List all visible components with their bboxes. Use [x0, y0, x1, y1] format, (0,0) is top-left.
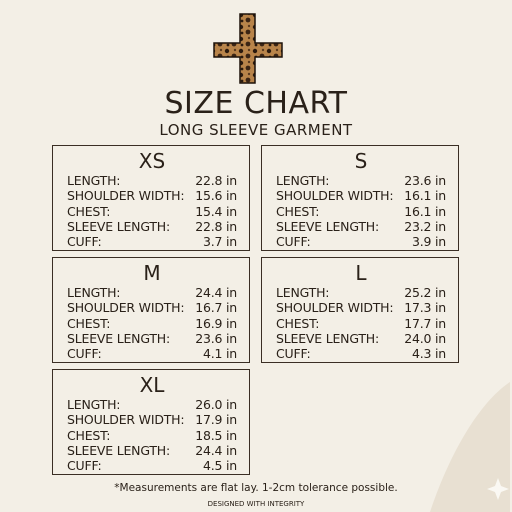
measure-row: CUFF: 3.7 in — [67, 234, 237, 249]
measure-row: LENGTH: 26.0 in — [67, 397, 237, 412]
measure-value: 4.5 in — [202, 458, 237, 474]
measure-value: 16.1 in — [404, 188, 446, 204]
measure-row: CHEST: 15.4 in — [67, 204, 237, 219]
measure-label: CUFF: — [276, 346, 311, 362]
footnote: *Measurements are flat lay. 1-2cm tolera… — [114, 482, 398, 494]
measure-value: 16.1 in — [404, 203, 446, 219]
measure-value: 15.6 in — [195, 188, 237, 204]
measure-value: 4.1 in — [202, 346, 237, 362]
measure-row: SHOULDER WIDTH: 16.7 in — [67, 300, 237, 315]
size-box: XS LENGTH: 22.8 in SHOULDER WIDTH: 15.6 in CH… — [52, 145, 250, 251]
sparkle — [487, 478, 509, 500]
measure-row: SHOULDER WIDTH: 17.9 in — [67, 412, 237, 427]
measure-label: SLEEVE LENGTH: — [67, 330, 171, 346]
measure-label: CHEST: — [67, 427, 111, 443]
measure-row: CUFF: 4.1 in — [67, 346, 237, 361]
measure-label: SLEEVE LENGTH: — [67, 442, 171, 458]
measure-value: 23.2 in — [404, 218, 446, 234]
measure-label: SHOULDER WIDTH: — [276, 188, 394, 204]
size-box: S LENGTH: 23.6 in SHOULDER WIDTH: 16.1 in CHE… — [261, 145, 459, 251]
size-name: XS — [138, 149, 166, 173]
size-name: M — [143, 261, 161, 285]
measure-value: 4.3 in — [411, 346, 446, 362]
measure-row: SLEEVE LENGTH: 22.8 in — [67, 219, 237, 234]
measure-value: 24.0 in — [404, 330, 446, 346]
size-box: XL LENGTH: 26.0 in SHOULDER WIDTH: 17.9 in CH… — [52, 369, 250, 475]
measure-label: SHOULDER WIDTH: — [276, 300, 394, 316]
size-name: L — [355, 261, 367, 285]
measure-row: SLEEVE LENGTH: 23.2 in — [276, 219, 446, 234]
measure-row: SLEEVE LENGTH: 24.0 in — [276, 331, 446, 346]
measure-row: CUFF: 4.5 in — [67, 458, 237, 473]
brand: DESIGNED WITH INTEGRITY — [207, 500, 305, 508]
measure-label: CHEST: — [276, 315, 320, 331]
measure-value: 17.7 in — [404, 315, 446, 331]
measure-label: SHOULDER WIDTH: — [67, 300, 185, 316]
measure-value: 16.9 in — [195, 315, 237, 331]
measure-value: 17.3 in — [404, 300, 446, 316]
measure-value: 24.4 in — [195, 285, 237, 300]
measure-row: CUFF: 4.3 in — [276, 346, 446, 361]
measure-value: 3.9 in — [411, 234, 446, 250]
measure-label: SLEEVE LENGTH: — [276, 330, 380, 346]
measure-label: CUFF: — [67, 234, 102, 250]
measure-label: CUFF: — [67, 346, 102, 362]
title: SIZE CHART — [164, 86, 348, 121]
measure-label: CHEST: — [276, 203, 320, 219]
measure-label: LENGTH: — [276, 285, 330, 300]
measure-label: LENGTH: — [67, 397, 121, 412]
measure-row: SLEEVE LENGTH: 23.6 in — [67, 331, 237, 346]
measure-row: CHEST: 16.9 in — [67, 316, 237, 331]
measure-label: LENGTH: — [67, 285, 121, 300]
measure-label: LENGTH: — [276, 173, 330, 188]
measure-row: SLEEVE LENGTH: 24.4 in — [67, 443, 237, 458]
measure-value: 24.4 in — [195, 442, 237, 458]
measure-value: 17.9 in — [195, 412, 237, 428]
measure-row: CHEST: 18.5 in — [67, 428, 237, 443]
measure-label: CUFF: — [276, 234, 311, 250]
measure-value: 23.6 in — [404, 173, 446, 188]
measure-label: LENGTH: — [67, 173, 121, 188]
measure-row: SHOULDER WIDTH: 15.6 in — [67, 188, 237, 203]
measure-row: LENGTH: 25.2 in — [276, 285, 446, 300]
measure-value: 26.0 in — [195, 397, 237, 412]
measure-value: 15.4 in — [195, 203, 237, 219]
measure-value: 23.6 in — [195, 330, 237, 346]
measure-label: CUFF: — [67, 458, 102, 474]
measure-value: 22.8 in — [195, 218, 237, 234]
size-box: L LENGTH: 25.2 in SHOULDER WIDTH: 17.3 in CHE… — [261, 257, 459, 363]
measure-label: SHOULDER WIDTH: — [67, 412, 185, 428]
measure-value: 3.7 in — [202, 234, 237, 250]
cross-icon — [213, 13, 283, 84]
measure-row: LENGTH: 24.4 in — [67, 285, 237, 300]
size-name: XL — [139, 373, 165, 397]
measure-label: SLEEVE LENGTH: — [67, 218, 171, 234]
measure-row: SHOULDER WIDTH: 16.1 in — [276, 188, 446, 203]
measure-label: SHOULDER WIDTH: — [67, 188, 185, 204]
background-leaf — [430, 382, 510, 512]
measure-value: 22.8 in — [195, 173, 237, 188]
measure-row: SHOULDER WIDTH: 17.3 in — [276, 300, 446, 315]
measure-row: LENGTH: 22.8 in — [67, 173, 237, 188]
measure-row: CUFF: 3.9 in — [276, 234, 446, 249]
measure-row: LENGTH: 23.6 in — [276, 173, 446, 188]
measure-label: SLEEVE LENGTH: — [276, 218, 380, 234]
size-name: S — [354, 149, 368, 173]
measure-value: 18.5 in — [195, 427, 237, 443]
size-box: M LENGTH: 24.4 in SHOULDER WIDTH: 16.7 in CHE… — [52, 257, 250, 363]
measure-value: 25.2 in — [404, 285, 446, 300]
measure-row: CHEST: 17.7 in — [276, 316, 446, 331]
measure-row: CHEST: 16.1 in — [276, 204, 446, 219]
measure-value: 16.7 in — [195, 300, 237, 316]
measure-label: CHEST: — [67, 315, 111, 331]
measure-label: CHEST: — [67, 203, 111, 219]
subtitle: LONG SLEEVE GARMENT — [159, 121, 353, 139]
